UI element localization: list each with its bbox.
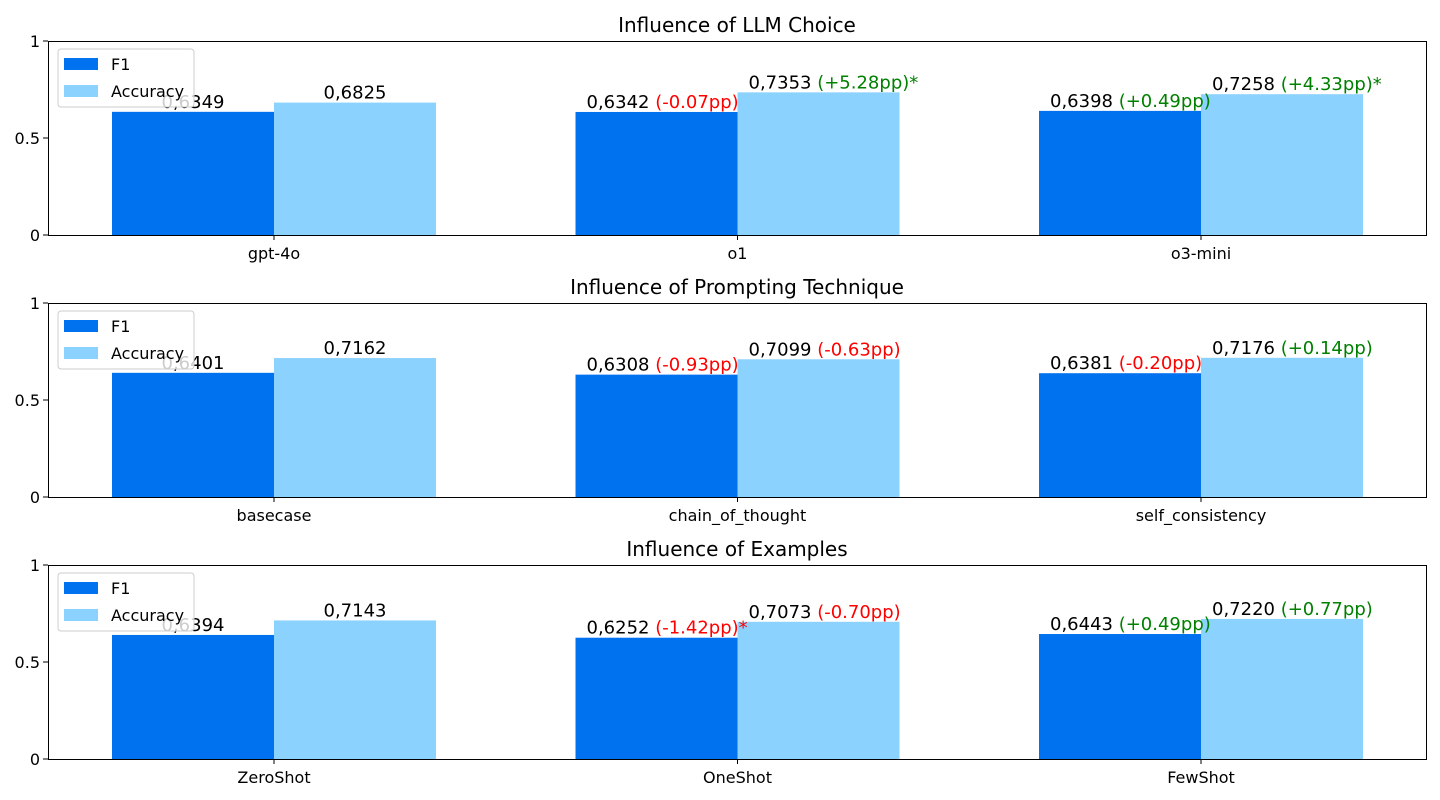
data-label-accuracy: 0,7353 (+5.28pp)* xyxy=(749,72,919,93)
legend-label-accuracy: Accuracy xyxy=(111,606,184,625)
legend-swatch-f1 xyxy=(64,320,98,332)
delta-value: (-0.07pp) xyxy=(649,92,738,113)
data-value: 0,6398 xyxy=(1050,91,1113,112)
legend-swatch-accuracy xyxy=(64,609,98,621)
data-label-accuracy: 0,7162 xyxy=(324,338,387,359)
data-value: 0,7099 xyxy=(749,339,812,360)
data-value: 0,6308 xyxy=(587,355,650,376)
chart-panel-1: Influence of LLM Choice 0 0.5 1 gpt-4o o1 o3-m… xyxy=(15,13,1427,263)
data-value: 0,6381 xyxy=(1050,353,1113,374)
legend-swatch-accuracy xyxy=(64,347,98,359)
data-label-f1: 0,6398 (+0.49pp) xyxy=(1050,91,1211,112)
bar-f1-1 xyxy=(112,111,274,235)
delta-value: (-0.20pp) xyxy=(1113,353,1202,374)
data-label-accuracy: 0,7258 (+4.33pp)* xyxy=(1212,74,1382,95)
x-tick-label: basecase xyxy=(237,506,312,525)
delta-value: (+4.33pp)* xyxy=(1275,74,1382,95)
delta-value: (-0.70pp) xyxy=(811,602,900,623)
legend-swatch-f1 xyxy=(64,58,98,70)
y-tick-label: 1 xyxy=(30,294,40,313)
chart-panel-2: Influence of Prompting Technique 0 0.5 1 bas… xyxy=(15,275,1427,526)
data-label-accuracy: 0,7176 (+0.14pp) xyxy=(1212,338,1373,359)
chart-title: Influence of Prompting Technique xyxy=(570,275,904,299)
bar-accuracy-1 xyxy=(274,358,436,497)
legend-swatch-accuracy xyxy=(64,85,98,97)
x-tick-label: FewShot xyxy=(1167,768,1235,787)
x-tick-label: chain_of_thought xyxy=(669,506,807,526)
data-value: 0,7073 xyxy=(749,602,812,623)
x-tick-label: self_consistency xyxy=(1136,506,1267,526)
x-tick-label: ZeroShot xyxy=(237,768,310,787)
bar-accuracy-2 xyxy=(737,359,900,497)
data-value: 0,6342 xyxy=(587,92,650,113)
bar-accuracy-3 xyxy=(1201,94,1363,236)
legend-label-f1: F1 xyxy=(111,55,130,74)
x-tick-label: gpt-4o xyxy=(248,244,300,263)
data-label-f1: 0,6381 (-0.20pp) xyxy=(1050,353,1202,374)
chart-panel-3: Influence of Examples 0 0.5 1 ZeroShot OneSho… xyxy=(15,537,1427,787)
legend-swatch-f1 xyxy=(64,582,98,594)
y-tick-label: 0 xyxy=(30,750,40,769)
data-value: 0,7258 xyxy=(1212,74,1275,95)
data-label-f1: 0,6342 (-0.07pp) xyxy=(587,92,739,113)
data-label-f1: 0,6443 (+0.49pp) xyxy=(1050,614,1211,635)
bar-accuracy-3 xyxy=(1201,357,1363,497)
y-tick-label: 0 xyxy=(30,488,40,507)
data-label-accuracy: 0,7073 (-0.70pp) xyxy=(749,602,901,623)
data-value: 0,7220 xyxy=(1212,599,1275,620)
legend: F1 Accuracy xyxy=(57,310,195,370)
y-tick-label: 0.5 xyxy=(15,391,40,410)
bar-f1-1 xyxy=(112,372,274,497)
data-label-f1: 0,6252 (-1.42pp)* xyxy=(587,618,748,639)
legend-label-accuracy: Accuracy xyxy=(111,82,184,101)
y-tick-label: 1 xyxy=(30,32,40,51)
data-value: 0,6443 xyxy=(1050,614,1113,635)
bar-accuracy-2 xyxy=(737,92,900,235)
x-tick-label: OneShot xyxy=(703,768,772,787)
bar-f1-2 xyxy=(575,637,738,759)
legend-label-accuracy: Accuracy xyxy=(111,344,184,363)
data-label-accuracy: 0,7143 xyxy=(324,600,387,621)
bar-f1-3 xyxy=(1039,110,1201,235)
delta-value: (+5.28pp)* xyxy=(811,72,918,93)
x-tick-label: o3-mini xyxy=(1171,244,1231,263)
y-tick-label: 0 xyxy=(30,226,40,245)
data-value: 0,6252 xyxy=(587,618,650,639)
delta-value: (+0.49pp) xyxy=(1113,91,1211,112)
chart-title: Influence of Examples xyxy=(626,537,847,561)
y-tick-label: 0.5 xyxy=(15,653,40,672)
data-label-accuracy: 0,7099 (-0.63pp) xyxy=(749,339,901,360)
bar-accuracy-1 xyxy=(274,102,436,235)
delta-value: (-0.93pp) xyxy=(649,355,738,376)
delta-value: (+0.49pp) xyxy=(1113,614,1211,635)
bar-f1-3 xyxy=(1039,634,1201,759)
legend: F1 Accuracy xyxy=(57,572,195,632)
bar-accuracy-2 xyxy=(737,621,900,759)
data-label-accuracy: 0,7220 (+0.77pp) xyxy=(1212,599,1373,620)
legend: F1 Accuracy xyxy=(57,48,195,108)
legend-label-f1: F1 xyxy=(111,317,130,336)
x-tick-label: o1 xyxy=(728,244,748,263)
bar-f1-3 xyxy=(1039,373,1201,497)
delta-value: (-0.63pp) xyxy=(811,339,900,360)
data-label-f1: 0,6308 (-0.93pp) xyxy=(587,355,739,376)
data-label-accuracy: 0,6825 xyxy=(324,83,387,104)
chart-title: Influence of LLM Choice xyxy=(618,13,856,37)
bar-f1-2 xyxy=(575,111,738,235)
delta-value: (+0.14pp) xyxy=(1275,338,1373,359)
bar-f1-2 xyxy=(575,374,738,497)
bar-accuracy-3 xyxy=(1201,618,1363,759)
delta-value: (-1.42pp)* xyxy=(649,618,747,639)
data-value: 0,7353 xyxy=(749,72,812,93)
delta-value: (+0.77pp) xyxy=(1275,599,1373,620)
y-tick-label: 0.5 xyxy=(15,129,40,148)
legend-label-f1: F1 xyxy=(111,579,130,598)
bar-accuracy-1 xyxy=(274,620,436,759)
y-tick-label: 1 xyxy=(30,556,40,575)
data-value: 0,7176 xyxy=(1212,338,1275,359)
bar-f1-1 xyxy=(112,634,274,759)
